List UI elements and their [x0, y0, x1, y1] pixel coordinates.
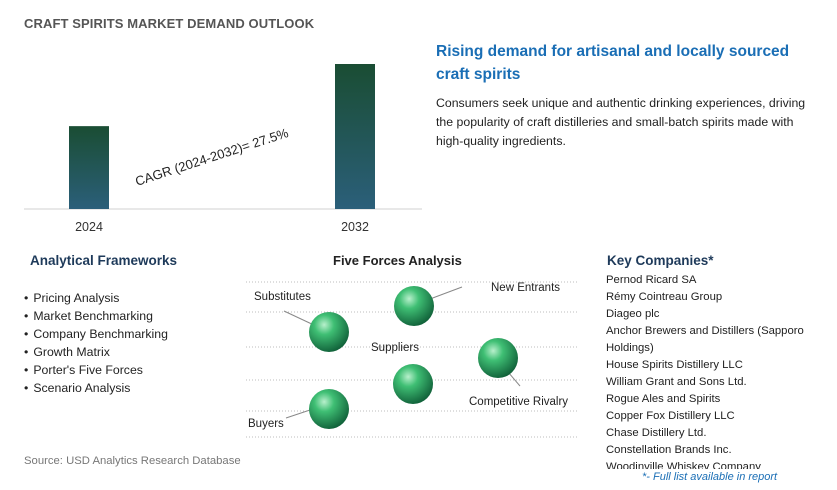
- list-item: Anchor Brewers and Distillers (Sapporo: [606, 325, 804, 337]
- five-forces-title: Five Forces Analysis: [333, 253, 462, 268]
- five-forces-diagram: Substitutes New Entrants Suppliers Compe…: [246, 281, 578, 438]
- bar-chart: 2024 2032 CAGR (2024-2032)= 27.5%: [24, 64, 422, 234]
- substitutes-label: Substitutes: [254, 291, 311, 303]
- buyers-label: Buyers: [248, 418, 284, 430]
- list-item: Chase Distillery Ltd.: [606, 427, 707, 439]
- substitutes-sphere: [309, 312, 349, 352]
- companies-title: Key Companies*: [607, 253, 714, 268]
- list-item: Woodinville Whiskey Company: [606, 461, 761, 469]
- list-item: Pricing Analysis: [24, 289, 168, 307]
- list-item: Constellation Brands Inc.: [606, 444, 732, 456]
- substitutes-leader-line: [283, 310, 317, 327]
- buyers-leader-line: [285, 409, 311, 419]
- list-item: Rogue Ales and Spirits: [606, 393, 721, 405]
- rivalry-label: Competitive Rivalry: [469, 396, 568, 408]
- buyers-sphere: [309, 389, 349, 429]
- new-entrants-leader-line: [429, 286, 463, 300]
- list-item: Pernod Ricard SA: [606, 274, 697, 286]
- rivalry-sphere: [478, 338, 518, 378]
- suppliers-sphere: [393, 364, 433, 404]
- list-item: Holdings): [606, 342, 654, 354]
- list-item: House Spirits Distillery LLC: [606, 359, 743, 371]
- new-entrants-label: New Entrants: [491, 282, 560, 294]
- list-item: Copper Fox Distillery LLC: [606, 410, 735, 422]
- list-item: Scenario Analysis: [24, 379, 168, 397]
- x-tick-label: 2032: [341, 220, 369, 234]
- x-tick-label: 2024: [75, 220, 103, 234]
- footnote: *- Full list available in report: [642, 471, 778, 483]
- list-item: Growth Matrix: [24, 343, 168, 361]
- list-item: Porter's Five Forces: [24, 361, 168, 379]
- companies-list: Pernod Ricard SA Rémy Cointreau Group Di…: [606, 272, 837, 469]
- list-item: Market Benchmarking: [24, 307, 168, 325]
- list-item: Diageo plc: [606, 308, 660, 320]
- new-entrants-sphere: [394, 286, 434, 326]
- description: Consumers seek unique and authentic drin…: [436, 96, 806, 148]
- list-item: Rémy Cointreau Group: [606, 291, 723, 303]
- companies-list-container: Pernod Ricard SA Rémy Cointreau Group Di…: [606, 272, 837, 469]
- list-item: Company Benchmarking: [24, 325, 168, 343]
- frameworks-list: Pricing Analysis Market Benchmarking Com…: [24, 289, 168, 397]
- page-title: CRAFT SPIRITS MARKET DEMAND OUTLOOK: [24, 16, 315, 31]
- rivalry-leader-line: [507, 371, 521, 387]
- source-note: Source: USD Analytics Research Database: [24, 455, 241, 467]
- bar-2024: [69, 126, 109, 209]
- frameworks-title: Analytical Frameworks: [30, 253, 178, 268]
- bar-2032: [335, 64, 375, 209]
- headline: Rising demand for artisanal and locally …: [436, 43, 790, 83]
- list-item: William Grant and Sons Ltd.: [606, 376, 747, 388]
- suppliers-label: Suppliers: [371, 342, 419, 354]
